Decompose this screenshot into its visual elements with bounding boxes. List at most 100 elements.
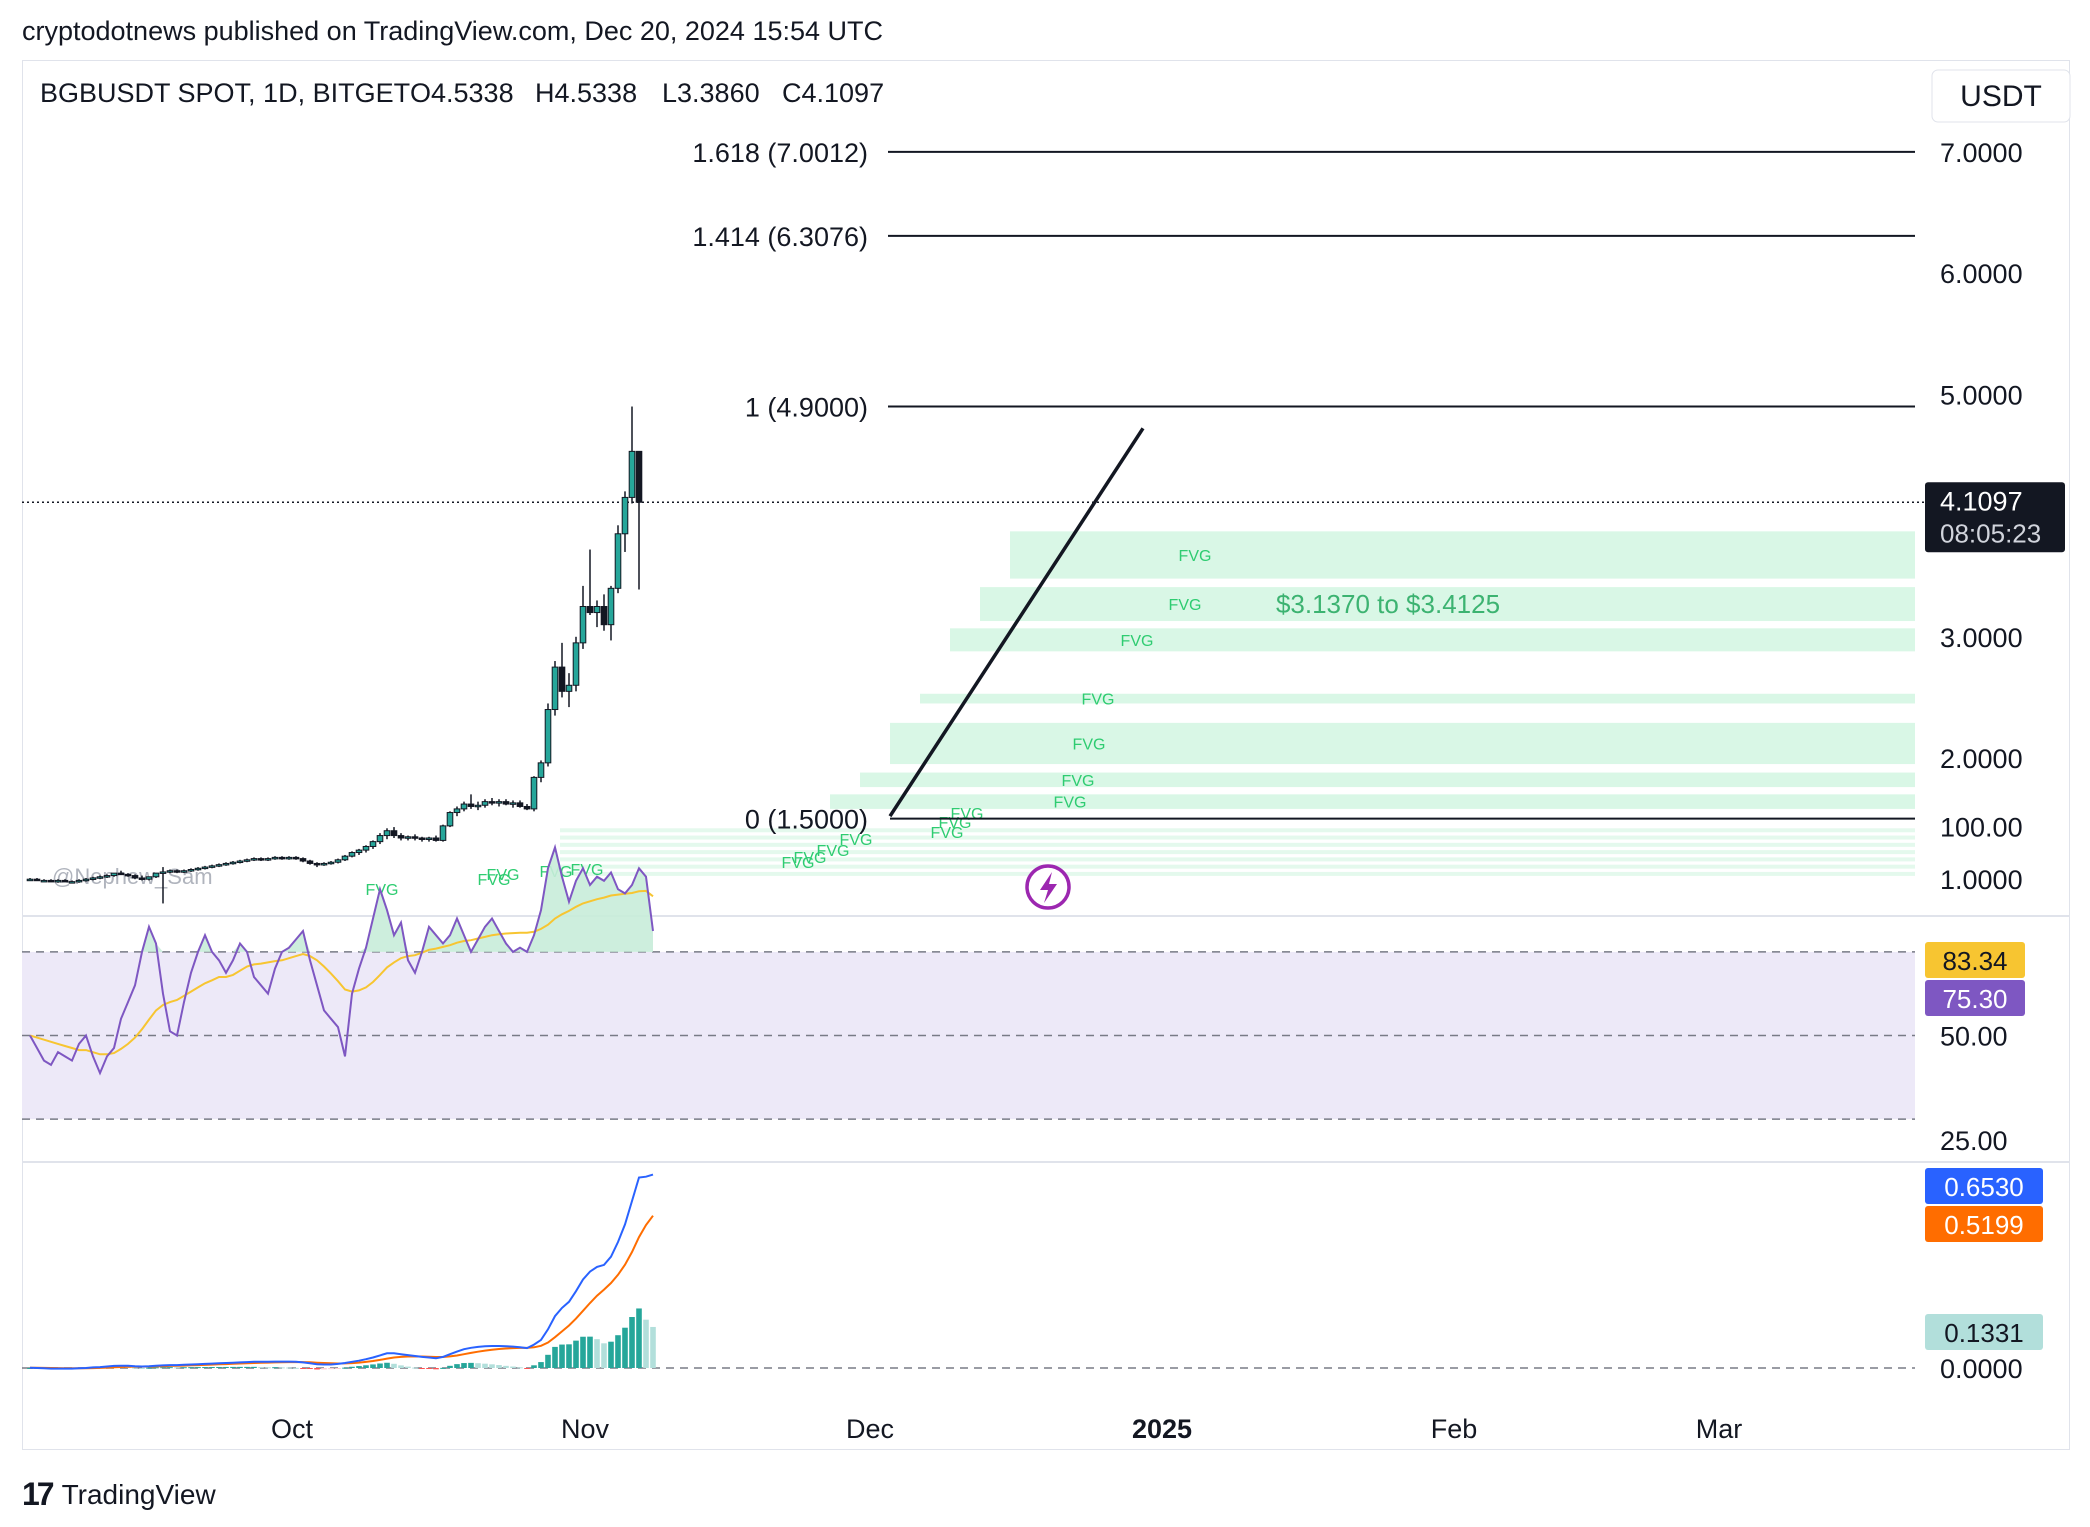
fvg-zone [860,772,1915,788]
legend-low: L3.3860 [662,78,760,108]
candle-body [40,879,48,883]
candle-body [586,606,594,614]
candle-body [516,802,524,807]
macd-histogram-bar [251,1366,257,1368]
candle-body [432,837,440,841]
candle-body [509,802,517,805]
candle-body [635,450,643,503]
macd-histogram-bar [363,1365,369,1368]
candle-body [404,836,412,839]
macd-histogram-bar [132,1367,138,1369]
rsi-value: 75.30 [1942,984,2007,1014]
macd-histogram-bar [195,1367,201,1369]
time-axis-tick: Dec [846,1414,894,1444]
signal-value: 0.5199 [1944,1210,2024,1240]
macd-histogram-bar [202,1367,208,1369]
macd-histogram-bar [629,1317,635,1368]
price-axis-tick: 3.0000 [1940,623,2023,653]
candle-body [187,869,195,872]
candle-body [467,803,475,807]
candle-body [243,859,251,862]
currency-button-label: USDT [1960,80,2042,113]
candle-body [376,835,384,843]
fvg-annotation: $3.1370 to $3.4125 [1276,589,1500,619]
rsi-axis-tick: 50.00 [1940,1022,2008,1052]
macd-histogram-bar [300,1368,306,1369]
candle-body [208,865,216,868]
footer[interactable]: 17 TradingView [22,1476,216,1513]
macd-histogram-bar [384,1362,390,1368]
candle-body [145,876,153,880]
rsi-ma-line [29,889,654,1056]
chart-frame [22,60,2070,1450]
macd-value: 0.6530 [1944,1172,2024,1202]
fvg-zone [950,628,1915,652]
macd-histogram-bar [566,1344,572,1368]
macd-histogram-bar [587,1336,593,1368]
candle-body [348,852,356,857]
macd-histogram-bar [545,1354,551,1368]
fib-level-label: 1 (4.9000) [745,393,868,423]
time-axis-tick: 2025 [1132,1414,1192,1444]
currency-button[interactable]: USDT [1931,69,2071,123]
candle-body [453,808,461,814]
candle-body [47,879,55,883]
candle-body [33,878,41,882]
macd-histogram-bar [440,1367,446,1369]
macd-histogram-bar [405,1366,411,1368]
fib-level-label: 1.414 (6.3076) [692,222,868,252]
lightning-icon[interactable] [1025,864,1071,910]
candle-body [383,830,391,837]
macd-histogram-bar [391,1363,397,1368]
macd-histogram-bar [468,1362,474,1368]
macd-histogram-bar [412,1367,418,1369]
axes: 7.0000 6.0000 5.0000 3.0000 2.0000 1.0000 4.10… [271,138,2065,1444]
fvg-minor-stripe [560,850,1915,855]
fvg-label: FVG [951,806,984,823]
candle-body [75,879,83,883]
candle-body [579,606,587,644]
time-axis-tick: Oct [271,1414,314,1444]
macd-histogram-bar [223,1366,229,1368]
price-axis-tick: 5.0000 [1940,380,2023,410]
fib-level-label: 0 (1.5000) [745,805,868,835]
candle-body [558,666,566,692]
fvg-label: FVG [1062,773,1095,790]
publication-header: cryptodotnews published on TradingView.c… [22,16,884,46]
tradingview-logo-icon: 17 [22,1476,55,1512]
macd-histogram-bar [335,1368,341,1369]
fvg-label: FVG [1073,736,1106,753]
macd-histogram-bar [349,1366,355,1368]
macd-histogram-bar [608,1341,614,1368]
rsi-pane [22,843,1915,1120]
candle-body [397,835,405,839]
macd-histogram-bar [489,1364,495,1368]
macd-histogram-bar [482,1363,488,1368]
rsi-ma-value: 83.34 [1942,946,2007,976]
fvg-minor-stripe [560,842,1915,847]
candle-body [341,855,349,861]
candle-body [82,878,90,882]
macd-histogram-bar [538,1362,544,1368]
legend-high: H4.5338 [535,78,637,108]
fib-levels: 1.618 (7.0012) 1.414 (6.3076) 1 (4.9000) 0 … [692,138,1915,835]
trend-line [888,427,1145,818]
candle-body [201,866,209,870]
macd-histogram-bar [328,1368,334,1370]
candle-body [334,859,342,863]
price-axis-tick: 7.0000 [1940,138,2023,168]
macd-histogram-bar [321,1368,327,1370]
candle-body [194,867,202,871]
candle-body [390,830,398,837]
candle-body [369,841,377,847]
macd-histogram-bar [615,1335,621,1368]
candle-body [278,856,286,860]
candle-body [215,864,223,867]
rsi-ma-badge [1925,942,2025,978]
candle-body [299,858,307,862]
macd-histogram-bar [216,1366,222,1368]
fib-level-label: 1.618 (7.0012) [692,138,868,168]
candle-body [103,875,111,878]
macd-histogram-bar [510,1366,516,1368]
